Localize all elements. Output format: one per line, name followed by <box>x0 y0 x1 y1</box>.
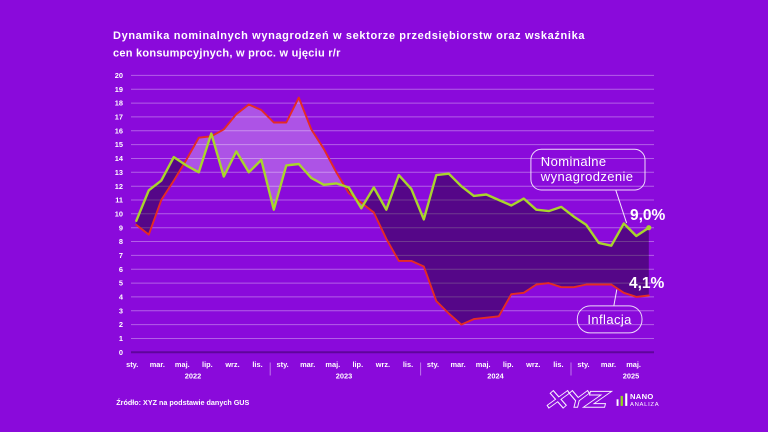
svg-text:5: 5 <box>119 279 123 288</box>
svg-text:mar.: mar. <box>150 360 165 369</box>
svg-text:mar.: mar. <box>300 360 315 369</box>
svg-text:mar.: mar. <box>450 360 465 369</box>
svg-text:20: 20 <box>115 71 123 80</box>
svg-text:Inflacja: Inflacja <box>587 312 632 327</box>
svg-text:sty.: sty. <box>427 360 439 369</box>
svg-text:1: 1 <box>119 334 123 343</box>
svg-text:mar.: mar. <box>601 360 616 369</box>
svg-text:sty.: sty. <box>126 360 138 369</box>
svg-text:2024: 2024 <box>487 372 504 381</box>
svg-text:wrz.: wrz. <box>525 360 540 369</box>
svg-text:maj.: maj. <box>476 360 491 369</box>
svg-text:9: 9 <box>119 223 123 232</box>
svg-text:ANALIZA: ANALIZA <box>630 402 659 408</box>
svg-text:2023: 2023 <box>336 372 352 381</box>
svg-text:Nominalne: Nominalne <box>541 154 607 169</box>
svg-text:sty.: sty. <box>577 360 589 369</box>
svg-text:8: 8 <box>119 237 123 246</box>
svg-text:12: 12 <box>115 182 123 191</box>
svg-text:2025: 2025 <box>623 372 639 381</box>
svg-text:wynagrodzenie: wynagrodzenie <box>540 169 634 184</box>
svg-text:maj.: maj. <box>325 360 340 369</box>
svg-text:4: 4 <box>119 293 124 302</box>
svg-text:7: 7 <box>119 251 123 260</box>
svg-text:4,1%: 4,1% <box>629 275 665 292</box>
svg-text:lis.: lis. <box>403 360 413 369</box>
svg-text:lis.: lis. <box>553 360 563 369</box>
svg-text:Dynamika nominalnych wynagrodz: Dynamika nominalnych wynagrodzeń w sekto… <box>113 30 585 42</box>
svg-text:10: 10 <box>115 209 123 218</box>
svg-text:0: 0 <box>119 348 123 357</box>
svg-text:9,0%: 9,0% <box>630 207 666 224</box>
svg-text:wrz.: wrz. <box>224 360 239 369</box>
svg-text:2: 2 <box>119 320 123 329</box>
svg-text:lip.: lip. <box>352 360 363 369</box>
svg-text:2022: 2022 <box>185 372 201 381</box>
svg-text:14: 14 <box>115 154 124 163</box>
svg-text:maj.: maj. <box>626 360 641 369</box>
svg-text:15: 15 <box>115 140 123 149</box>
svg-text:cen konsumpcyjnych, w proc. w: cen konsumpcyjnych, w proc. w ujęciu r/r <box>113 47 341 59</box>
svg-text:sty.: sty. <box>277 360 289 369</box>
svg-text:17: 17 <box>115 113 123 122</box>
svg-text:lip.: lip. <box>503 360 514 369</box>
svg-text:11: 11 <box>115 196 123 205</box>
svg-text:18: 18 <box>115 99 123 108</box>
svg-text:19: 19 <box>115 85 123 94</box>
svg-text:NANO: NANO <box>630 392 654 401</box>
svg-text:6: 6 <box>119 265 123 274</box>
svg-text:lip.: lip. <box>202 360 213 369</box>
svg-text:3: 3 <box>119 306 123 315</box>
svg-text:wrz.: wrz. <box>375 360 390 369</box>
svg-text:Źródło: XYZ na podstawie danyc: Źródło: XYZ na podstawie danych GUS <box>116 398 249 407</box>
svg-text:lis.: lis. <box>252 360 262 369</box>
svg-text:maj.: maj. <box>175 360 190 369</box>
svg-text:13: 13 <box>115 168 123 177</box>
svg-text:16: 16 <box>115 126 123 135</box>
